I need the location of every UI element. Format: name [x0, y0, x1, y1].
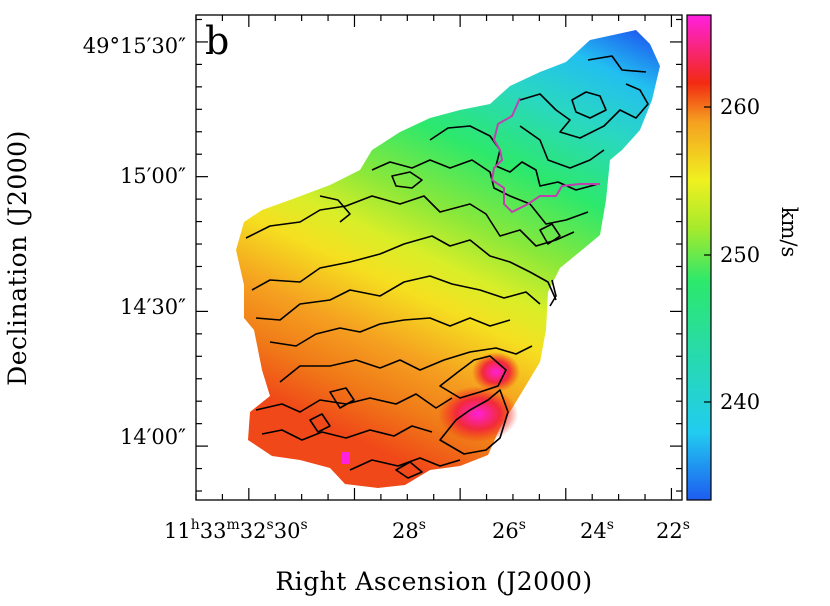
velocity-peak-pixel — [342, 452, 350, 464]
contour-line — [519, 125, 605, 169]
contour-line — [439, 355, 507, 399]
velocity-peak-region — [472, 352, 520, 392]
x-tick-label: 11h33m32s30s — [164, 517, 308, 543]
contour-line — [261, 425, 433, 441]
x-tick-label: 22s — [656, 517, 690, 543]
colorbar-tick-label: 260 — [720, 95, 760, 119]
y-tick-label: 14′30″ — [120, 295, 186, 319]
colorbar-tick-label: 250 — [720, 243, 760, 267]
contour-line — [329, 387, 355, 409]
axis-ticks — [195, 15, 682, 500]
contour-line — [587, 55, 647, 73]
contour-line — [439, 389, 509, 455]
x-tick-label: 26s — [492, 517, 526, 543]
velocity-map — [236, 30, 660, 488]
y-tick-label: 49°15′30″ — [83, 34, 186, 58]
colorbar — [686, 14, 712, 501]
x-axis-title: Right Ascension (J2000) — [275, 567, 592, 596]
overlay-contour — [490, 97, 600, 214]
velocity-peak-region — [438, 386, 518, 442]
contour-line — [395, 461, 423, 479]
velocity-contours — [245, 55, 649, 479]
contour-line — [571, 91, 607, 119]
y-tick-label: 14′00″ — [120, 425, 186, 449]
contour-line — [429, 125, 599, 191]
contour-line — [391, 171, 423, 189]
plot-frame — [195, 14, 683, 501]
x-tick-label: 28s — [392, 517, 426, 543]
colorbar-ticks — [704, 106, 711, 403]
contour-line — [245, 195, 575, 247]
contour-line — [309, 413, 331, 433]
contour-line — [549, 279, 557, 307]
contour-line — [269, 317, 511, 347]
colorbar-tick-label: 240 — [720, 390, 760, 414]
contour-line — [539, 223, 561, 245]
colorbar-title: km/s — [777, 207, 801, 258]
velocity-field — [236, 30, 660, 488]
y-tick-label: 15′00″ — [120, 164, 186, 188]
contour-line — [519, 83, 649, 139]
contour-line — [255, 393, 453, 413]
y-axis-title: Declination (J2000) — [3, 130, 32, 386]
contour-line — [319, 195, 351, 223]
contour-line — [279, 345, 533, 383]
contour-line — [251, 235, 557, 301]
x-tick-label: 24s — [580, 517, 614, 543]
contour-line — [255, 275, 541, 321]
panel-label: b — [205, 19, 229, 63]
contour-line — [371, 159, 589, 225]
